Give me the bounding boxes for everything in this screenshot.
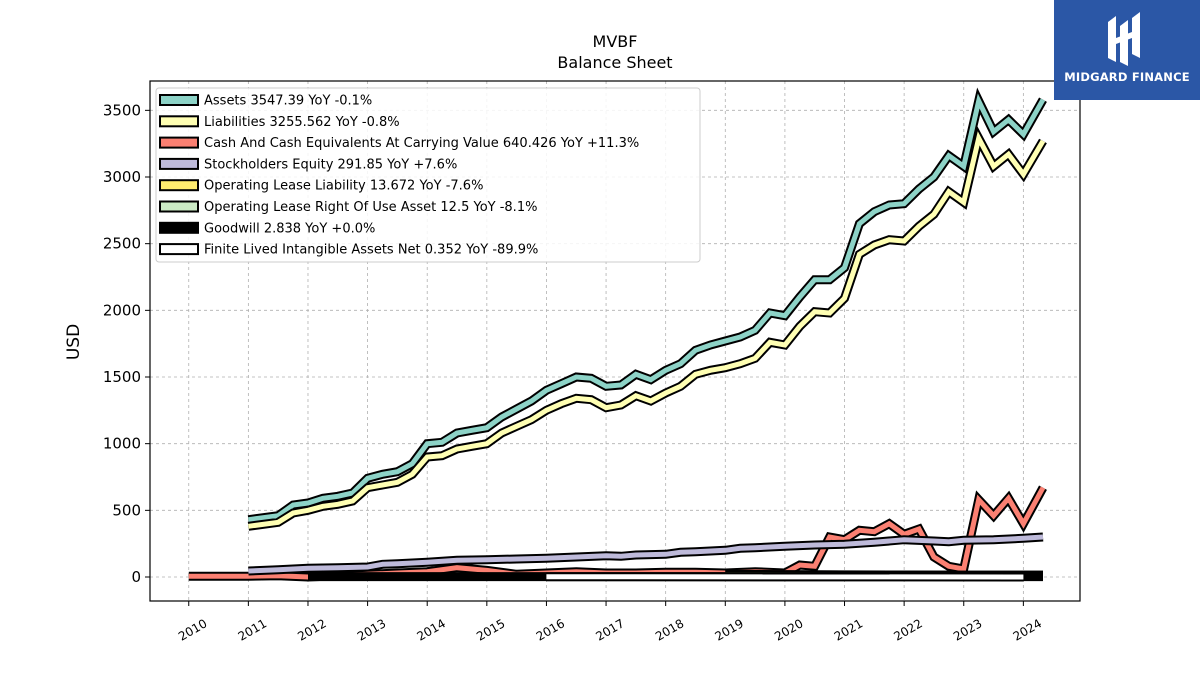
legend-swatch [159,200,199,213]
legend-entry: Goodwill 2.838 YoY +0.0% [204,221,375,236]
x-tick-label: 2010 [176,616,209,643]
legend-swatch [159,115,199,128]
x-ticks: 2010 2011 2012 2013 2014 2015 2016 2017 2018 2019… [176,601,1044,644]
series-3 [248,532,1044,576]
x-tick-label: 2015 [474,616,507,643]
series-0 [247,87,1047,525]
legend-box [155,87,701,263]
legend-swatch [159,136,199,149]
legend-swatch [159,157,199,170]
y-tick-label: 3000 [103,168,141,186]
legend-entry: Liabilities 3255.562 YoY -0.8% [204,115,400,130]
legend-entry: Assets 3547.39 YoY -0.1% [204,94,372,109]
legend-entry: Operating Lease Liability 13.672 YoY -7.… [204,179,483,194]
x-tick-label: 2023 [951,616,984,643]
y-ticks: 0 500 1000 1500 2000 2500 3000 3500 [103,101,150,586]
plot-frame [149,80,1081,602]
series-line [248,93,1046,523]
x-tick-label: 2017 [593,616,626,643]
chart-title: MVBF [593,32,638,51]
x-tick-label: 2019 [713,616,746,643]
legend-entry: Finite Lived Intangible Assets Net 0.352… [204,243,538,258]
series-line [248,534,1044,574]
x-tick-label: 2024 [1011,616,1044,643]
legend-swatch [159,179,199,192]
x-tick-label: 2021 [832,616,865,643]
y-tick-label: 1500 [103,368,141,386]
logo-text: MIDGARD FINANCE [1064,70,1190,84]
x-tick-label: 2013 [355,616,388,643]
legend: Assets 3547.39 YoY -0.1% Liabilities 3255… [155,87,701,263]
x-tick-label: 2012 [295,616,328,643]
x-tick-label: 2014 [414,616,447,643]
x-tick-label: 2016 [534,616,567,643]
legend-entry: Stockholders Equity 291.85 YoY +7.6% [204,157,457,172]
y-tick-label: 0 [131,568,141,586]
series-line [248,131,1046,529]
chart-subtitle: Balance Sheet [557,53,672,72]
midgard-finance-logo: MIDGARD FINANCE [1054,0,1200,100]
legend-entry: Operating Lease Right Of Use Asset 12.5 … [204,200,537,215]
legend-swatch [159,221,199,234]
y-tick-label: 3500 [103,101,141,119]
x-tick-label: 2011 [236,616,269,643]
x-tick-label: 2022 [891,616,924,643]
series-1 [247,125,1047,531]
y-tick-label: 2500 [103,235,141,253]
y-tick-label: 2000 [103,301,141,319]
logo-mark-icon [1108,12,1140,66]
series-lines [188,87,1047,582]
y-tick-label: 500 [112,501,141,519]
y-axis-label: USD [64,324,84,360]
x-tick-label: 2018 [653,616,686,643]
legend-entry: Cash And Cash Equivalents At Carrying Va… [204,136,639,151]
y-tick-label: 1000 [103,435,141,453]
x-tick-label: 2020 [772,616,805,643]
legend-swatch [159,94,199,106]
legend-swatch [159,243,199,256]
